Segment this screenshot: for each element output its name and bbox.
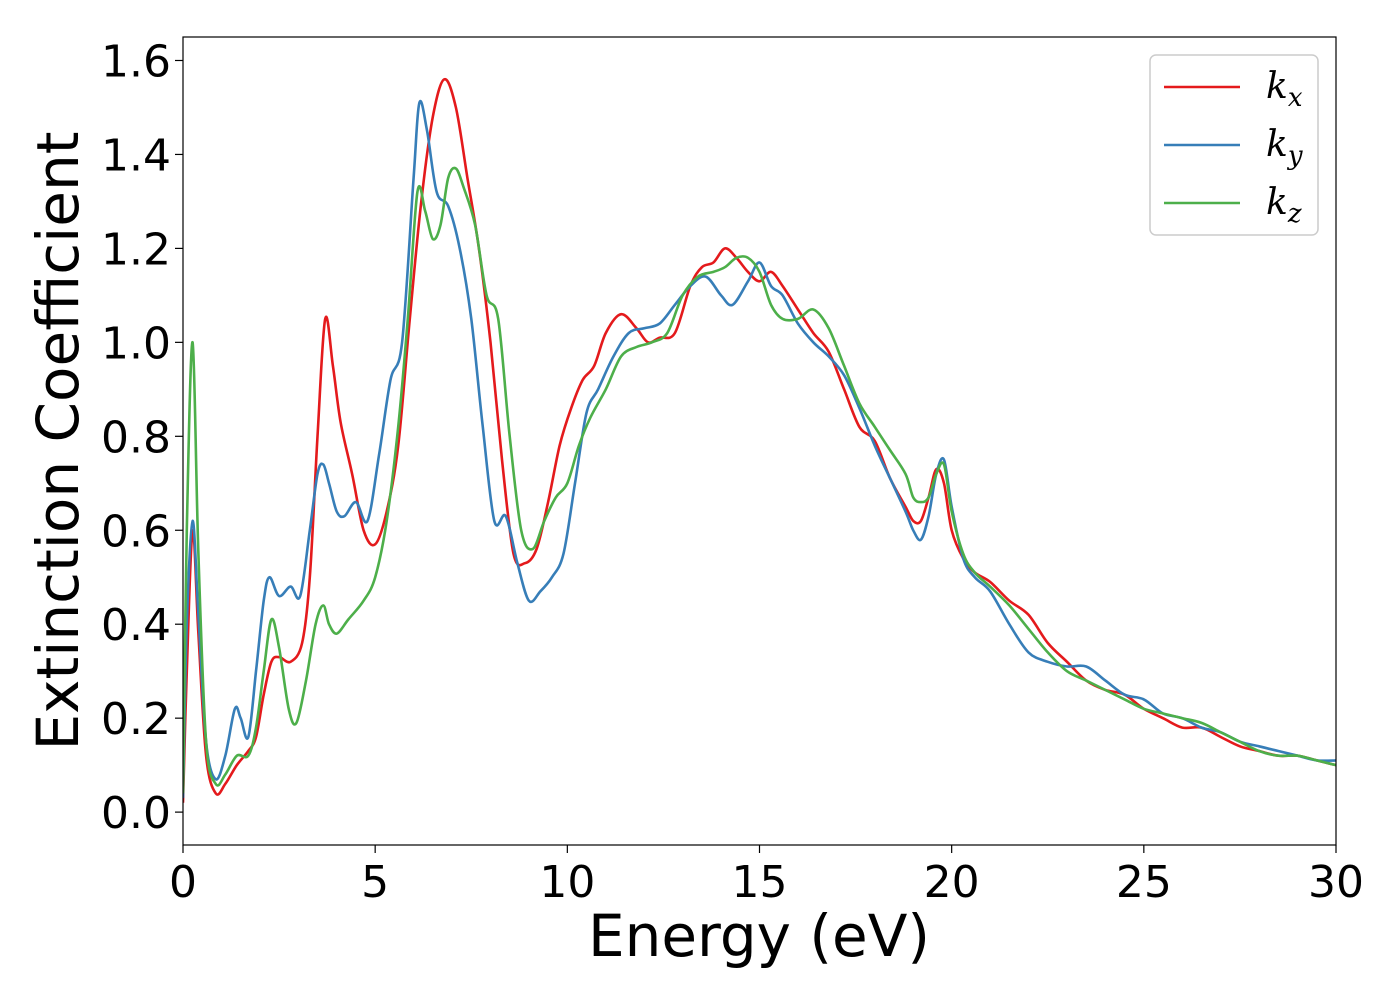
y-tick-label: 0.4 bbox=[101, 600, 171, 651]
x-tick-label: 25 bbox=[1116, 857, 1172, 908]
y-tick-label: 1.0 bbox=[101, 318, 171, 369]
x-tick-label: 10 bbox=[539, 857, 595, 908]
y-axis-ticks: 0.0 0.2 0.4 0.6 0.8 1.0 1.2 1.4 1.6 bbox=[101, 36, 183, 839]
y-tick-label: 0.0 bbox=[101, 788, 171, 839]
series-line-z bbox=[183, 166, 1336, 794]
y-axis-label: Extinction Coefficient bbox=[24, 132, 92, 751]
x-tick-label: 30 bbox=[1308, 857, 1364, 908]
x-tick-label: 20 bbox=[924, 857, 980, 908]
y-tick-label: 0.6 bbox=[101, 506, 171, 557]
series-lines bbox=[183, 77, 1336, 803]
x-axis-label: Energy (eV) bbox=[588, 902, 930, 970]
y-tick-label: 1.2 bbox=[101, 224, 171, 275]
legend-label-x: kx bbox=[1266, 66, 1303, 113]
x-tick-label: 5 bbox=[361, 857, 389, 908]
legend-label-z: kz bbox=[1266, 182, 1302, 229]
x-axis-ticks: 0 5 10 15 20 25 30 bbox=[169, 845, 1364, 908]
y-tick-label: 1.4 bbox=[101, 130, 171, 181]
legend: kx ky kz bbox=[1149, 54, 1319, 236]
series-line-x bbox=[183, 77, 1336, 803]
x-tick-label: 15 bbox=[732, 857, 788, 908]
y-tick-label: 1.6 bbox=[101, 36, 171, 87]
y-tick-label: 0.2 bbox=[101, 694, 171, 745]
series-line-y bbox=[183, 99, 1336, 799]
y-tick-label: 0.8 bbox=[101, 412, 171, 463]
x-tick-label: 0 bbox=[169, 857, 197, 908]
legend-label-y: ky bbox=[1266, 124, 1303, 171]
